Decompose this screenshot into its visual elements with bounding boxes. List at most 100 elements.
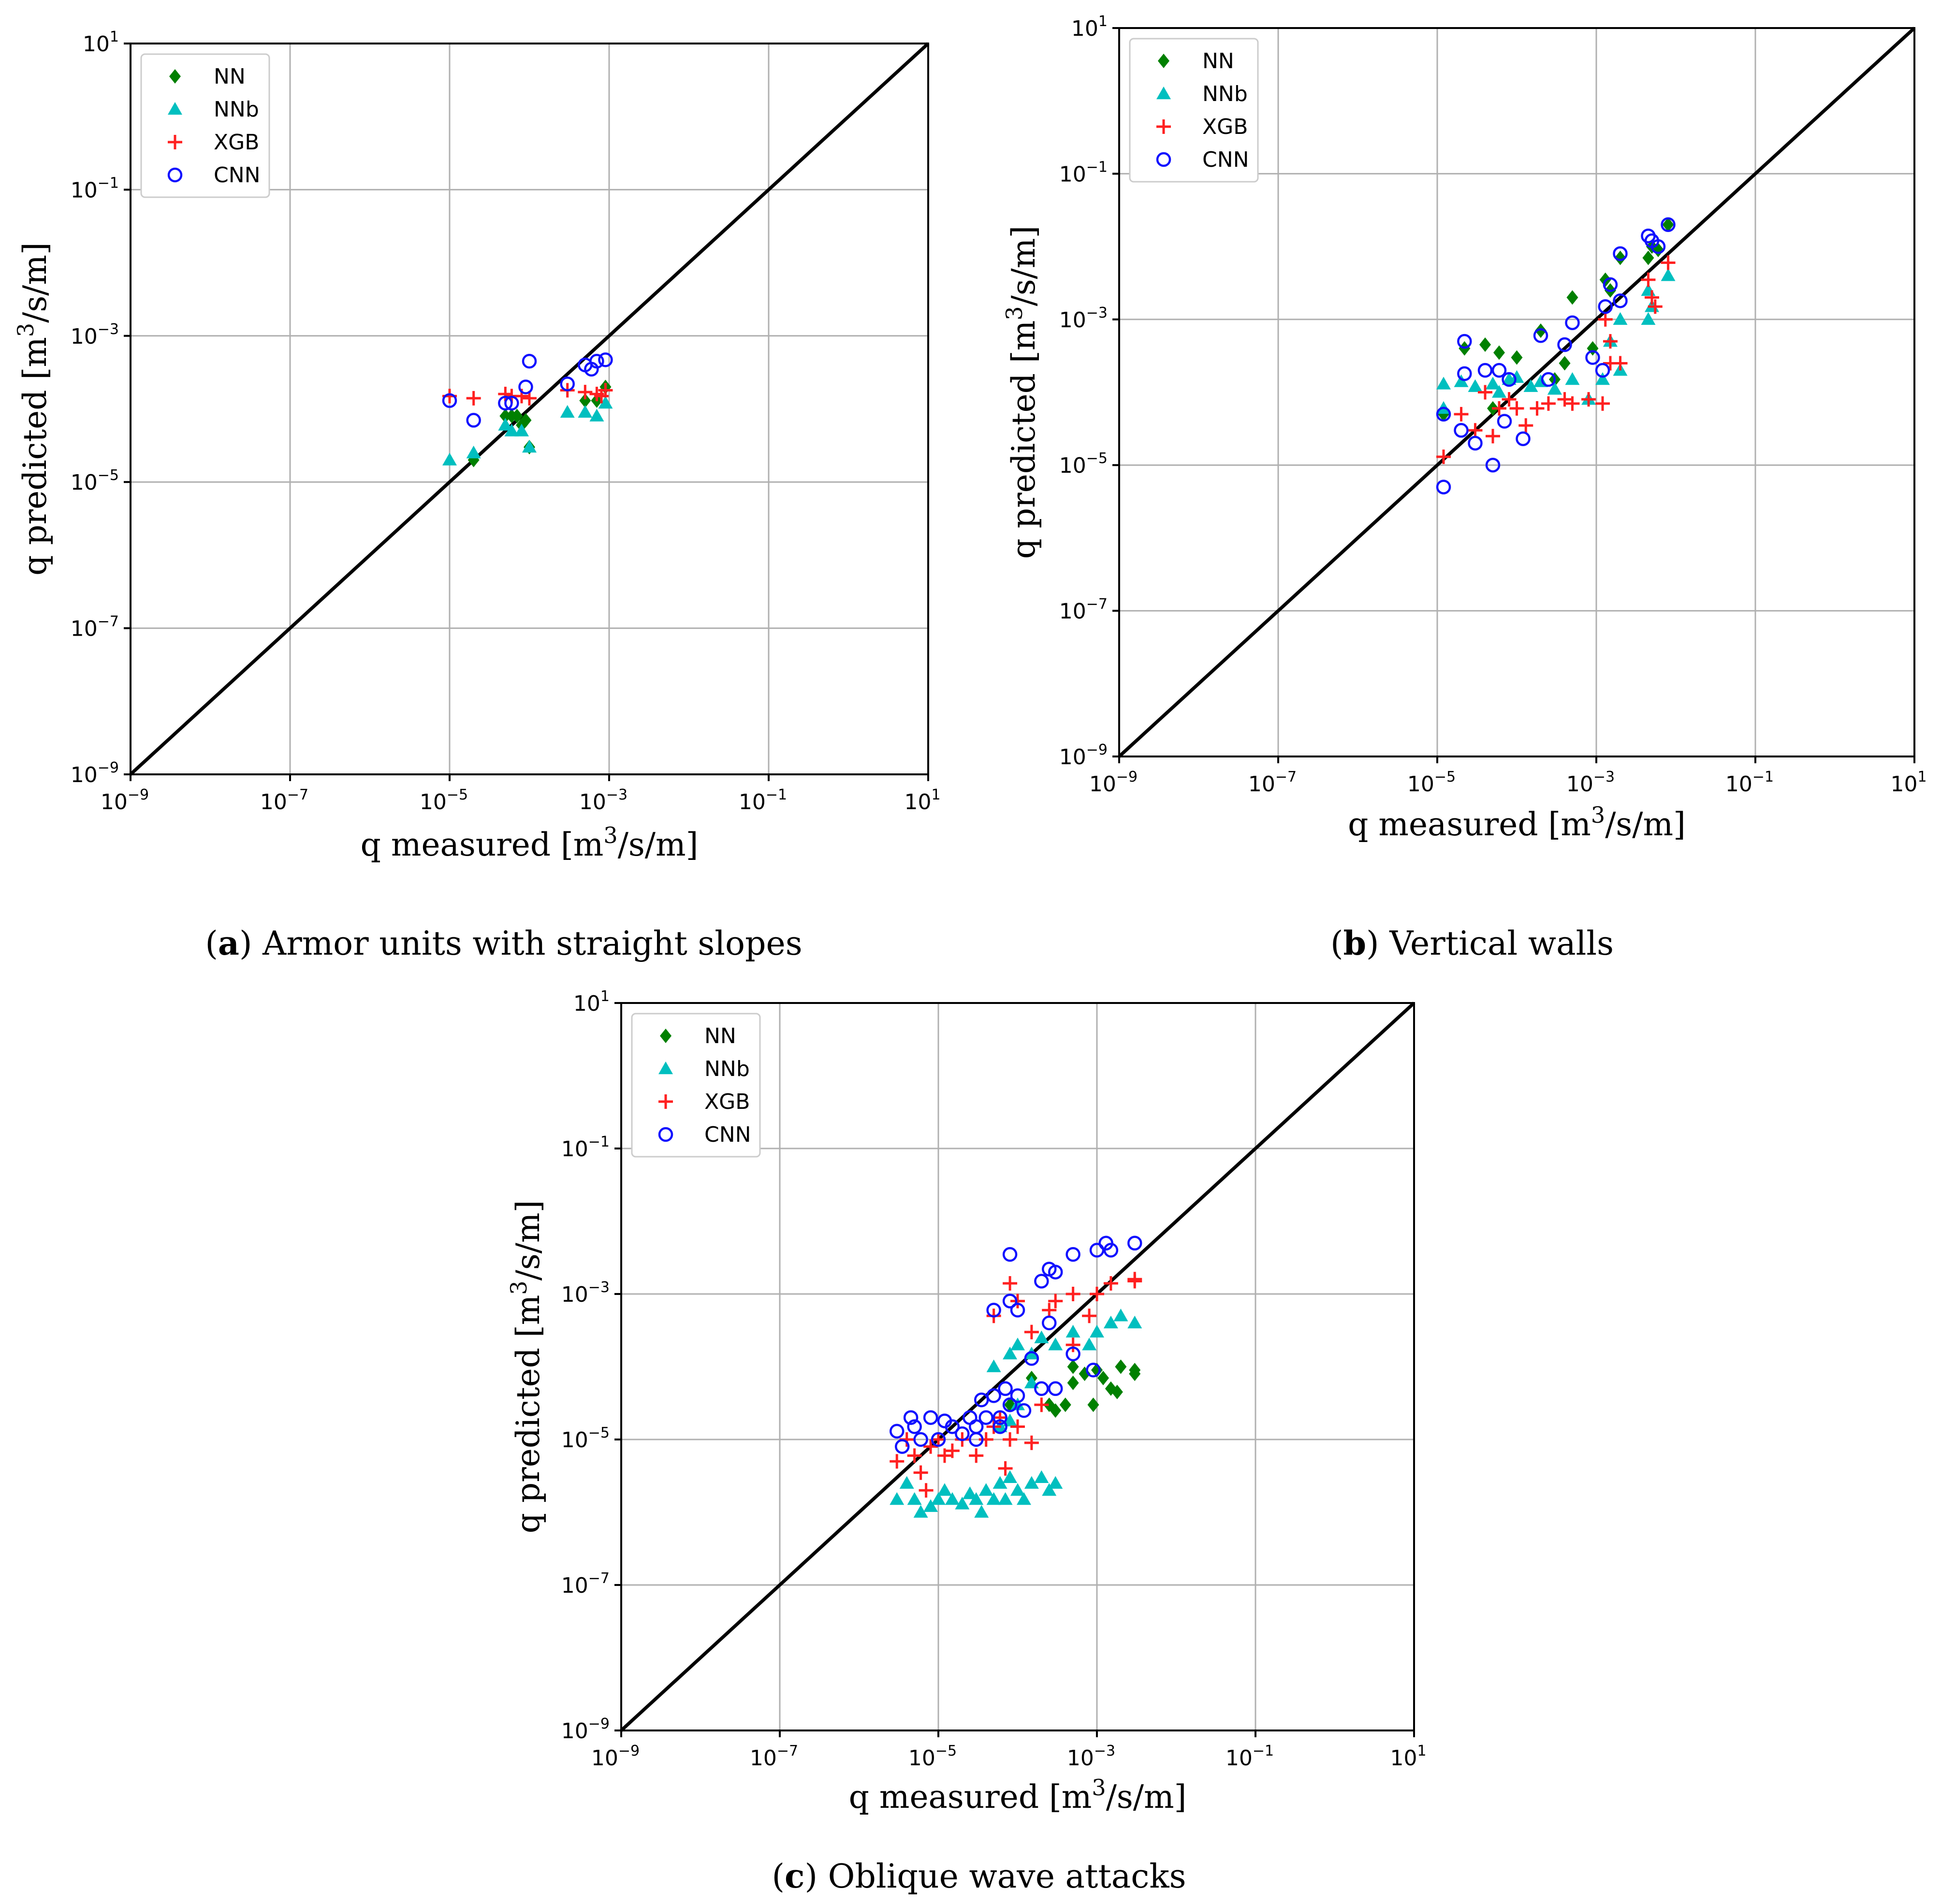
point-cnn (1436, 407, 1451, 422)
point-cnn (560, 376, 575, 392)
point-cnn (466, 413, 481, 428)
x-axis-label: q measured [m3/s/m] (1348, 802, 1686, 843)
y-tick-base: 10 (83, 32, 110, 57)
point-nnb (1090, 1324, 1104, 1337)
series-xgb (890, 1272, 1142, 1498)
y-axis-label-part: /s/m] (1005, 226, 1042, 306)
point-xgb (969, 1448, 984, 1463)
point-xgb (1454, 407, 1469, 421)
point-nnb (907, 1492, 922, 1505)
point-xgb (578, 385, 593, 400)
legend-label-xgb: XGB (704, 1090, 750, 1114)
point-nn (1511, 350, 1523, 365)
y-tick-base: 10 (1059, 745, 1086, 770)
x-axis-label-part: q measured [m (849, 1778, 1092, 1816)
x-tick-exponent: −7 (777, 1743, 798, 1759)
point-xgb (992, 1410, 1007, 1425)
legend-marker-nnb (1156, 87, 1171, 100)
point-cnn (1436, 480, 1451, 494)
y-tick-exponent: −3 (98, 321, 119, 338)
point-nn (520, 413, 532, 428)
y-tick-base: 10 (1059, 308, 1086, 333)
point-xgb (1010, 1294, 1025, 1308)
x-tick-exponent: −7 (1275, 769, 1297, 785)
x-axis-label: q measured [m3/s/m] (849, 1774, 1187, 1816)
point-nnb (937, 1483, 952, 1496)
point-nnb (978, 1483, 993, 1496)
point-nnb (1048, 1337, 1063, 1351)
plot-frame (620, 1002, 1415, 1731)
panel-c-chart: 10−910−910−710−710−510−510−310−310−110−1… (506, 988, 1427, 1816)
plot-frame (1118, 27, 1915, 757)
y-axis-label-part: 3 (13, 323, 39, 337)
point-cnn (1065, 1247, 1080, 1262)
point-nn (1642, 250, 1654, 265)
point-xgb (498, 387, 513, 402)
reference-line-y-equals-x (1118, 27, 1916, 758)
point-nnb (1661, 268, 1676, 281)
x-axis-label: q measured [m3/s/m] (361, 822, 699, 863)
y-tick-base: 10 (561, 1719, 588, 1744)
point-cnn (1613, 246, 1628, 261)
x-tick-exponent: −9 (618, 1743, 640, 1759)
point-nnb (1010, 1483, 1025, 1496)
point-nnb (1048, 1476, 1063, 1489)
point-cnn (1661, 217, 1676, 232)
point-cnn (986, 1303, 1001, 1318)
y-tick-base: 10 (1059, 599, 1086, 624)
y-tick-exponent: 1 (110, 29, 119, 45)
point-nnb (913, 1505, 928, 1518)
x-axis-label-part: 3 (603, 822, 617, 848)
point-xgb (1509, 401, 1524, 416)
x-tick-exponent: −1 (1253, 1743, 1274, 1759)
x-tick-base: 10 (591, 1746, 618, 1771)
legend-label-nnb: NNb (214, 97, 259, 122)
x-axis-label-part: 3 (1092, 1774, 1106, 1801)
y-tick-exponent: −1 (588, 1134, 610, 1150)
point-nn (579, 393, 591, 408)
point-nnb (923, 1499, 938, 1512)
x-tick-exponent: 1 (1917, 769, 1926, 785)
point-cnn (1516, 431, 1531, 446)
point-cnn (1034, 1274, 1049, 1289)
point-cnn (1457, 334, 1472, 349)
y-tick-exponent: −1 (1086, 159, 1108, 175)
y-tick-base: 10 (561, 1282, 588, 1307)
x-tick-exponent: −5 (935, 1743, 957, 1759)
y-tick-base: 10 (561, 1573, 588, 1598)
y-tick-label: 10−5 (71, 467, 119, 495)
y-tick-exponent: −5 (98, 467, 119, 484)
y-tick-exponent: −3 (1086, 305, 1108, 321)
point-nnb (931, 1492, 946, 1505)
point-cnn (1533, 328, 1548, 343)
point-cnn (894, 1439, 910, 1454)
point-nn (1559, 356, 1571, 371)
x-tick-base: 10 (1226, 1746, 1253, 1771)
x-tick-label: 10−9 (591, 1743, 640, 1771)
point-nnb (974, 1505, 989, 1518)
point-nn (1129, 1363, 1141, 1378)
point-cnn (1485, 457, 1501, 473)
x-tick-label: 101 (904, 786, 940, 814)
point-cnn (1557, 337, 1572, 352)
x-axis-label-part: 3 (1591, 802, 1605, 828)
point-cnn (1565, 315, 1580, 330)
point-cnn (1650, 239, 1666, 254)
y-tick-base: 10 (1059, 162, 1086, 187)
point-nn (1111, 1384, 1123, 1399)
x-tick-label: 10−7 (750, 1743, 798, 1771)
x-tick-label: 10−3 (579, 786, 628, 814)
point-cnn (1585, 350, 1600, 365)
point-nn (1479, 337, 1491, 352)
x-tick-exponent: 1 (1417, 1743, 1426, 1759)
point-cnn (923, 1410, 938, 1425)
point-cnn (907, 1419, 922, 1434)
x-tick-exponent: −7 (287, 786, 308, 803)
y-tick-base: 10 (71, 470, 98, 495)
point-nnb (504, 423, 519, 436)
series-nn (1004, 1359, 1141, 1418)
point-cnn (1089, 1243, 1105, 1258)
point-nn (1097, 1370, 1109, 1385)
point-xgb (1478, 385, 1493, 400)
point-cnn (955, 1426, 970, 1441)
